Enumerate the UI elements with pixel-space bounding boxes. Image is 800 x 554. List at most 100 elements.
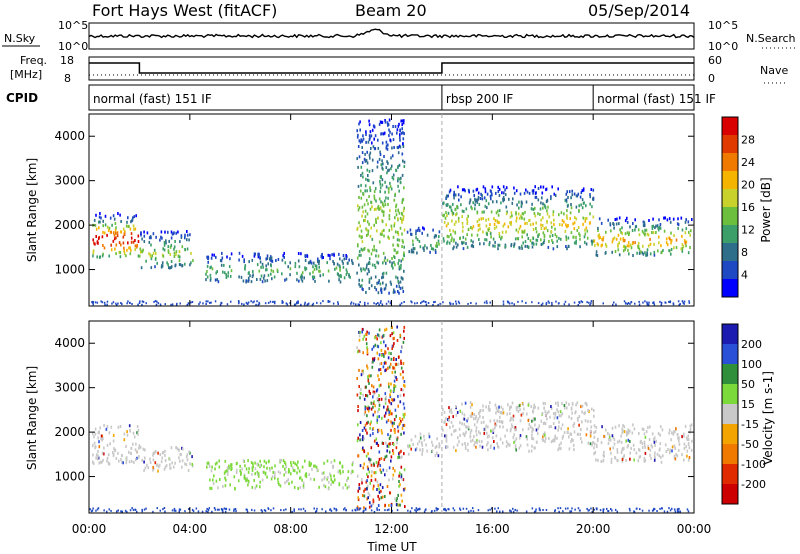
near-range-cell [272, 507, 275, 510]
echo-cell [571, 411, 573, 415]
echo-cell [490, 235, 492, 239]
echo-cell [184, 248, 186, 251]
echo-cell [178, 448, 180, 452]
echo-cell [529, 425, 532, 429]
echo-cell [399, 456, 401, 460]
echo-cell [281, 272, 283, 276]
echo-cell [389, 389, 392, 393]
echo-cell [573, 422, 576, 425]
echo-cell [495, 200, 498, 204]
echo-cell [115, 226, 117, 230]
plot-title: Fort Hays West (fitACF) [92, 1, 277, 20]
echo-cell [455, 405, 457, 408]
echo-cell [186, 230, 188, 233]
near-range-cell [89, 508, 91, 511]
echo-cell [602, 453, 605, 457]
echo-cell [438, 242, 440, 246]
echo-cell [400, 263, 402, 267]
echo-cell [376, 337, 378, 341]
near-range-cell [542, 509, 544, 511]
echo-cell [243, 260, 245, 264]
near-range-cell [420, 302, 422, 305]
echo-cell [508, 443, 511, 447]
echo-cell [182, 447, 184, 451]
y-tick-label: 2000 [54, 425, 85, 439]
near-range-cell [567, 507, 569, 510]
echo-cell [377, 428, 380, 432]
echo-cell [396, 339, 399, 342]
echo-cell [114, 247, 116, 251]
echo-cell [553, 223, 555, 227]
echo-cell [401, 477, 404, 481]
echo-cell [112, 231, 115, 235]
echo-cell [632, 222, 634, 225]
near-range-cell [434, 300, 436, 303]
echo-cell [494, 240, 496, 244]
echo-cell [369, 156, 371, 160]
echo-cell [370, 478, 373, 482]
near-range-cell [377, 302, 379, 304]
echo-cell [112, 433, 115, 437]
echo-cell [681, 234, 683, 238]
echo-cell [487, 425, 489, 429]
echo-cell [526, 412, 528, 416]
echo-cell [630, 246, 633, 250]
echo-cell [184, 262, 186, 266]
echo-cell [579, 432, 581, 436]
echo-cell [399, 181, 402, 184]
echo-cell [132, 442, 134, 446]
near-range-cell [457, 300, 460, 303]
echo-cell [170, 266, 172, 269]
echo-cell [511, 401, 514, 405]
echo-cell [410, 233, 413, 236]
echo-cell [396, 378, 398, 381]
echo-cell [582, 201, 585, 205]
echo-cell [281, 258, 284, 262]
echo-cell [139, 247, 142, 251]
echo-cell [490, 232, 492, 236]
near-range-cell [551, 301, 553, 304]
echo-cell [377, 291, 380, 295]
echo-cell [532, 417, 535, 421]
near-range-cell [472, 510, 475, 513]
echo-cell [491, 436, 494, 440]
echo-cell [134, 448, 137, 452]
echo-cell [360, 373, 363, 377]
echo-cell [217, 486, 219, 490]
echo-cell [360, 183, 362, 187]
echo-cell [108, 431, 111, 435]
echo-cell [218, 459, 220, 463]
echo-cell [476, 441, 478, 445]
echo-cell [683, 442, 686, 446]
echo-cell [117, 451, 119, 455]
echo-cell [267, 273, 270, 277]
echo-cell [377, 281, 380, 285]
echo-cell [532, 237, 535, 241]
echo-cell [397, 151, 400, 155]
echo-cell [630, 446, 632, 450]
echo-cell [287, 470, 290, 474]
echo-cell [597, 243, 599, 247]
echo-cell [398, 281, 400, 285]
echo-cell [97, 456, 100, 460]
near-range-cell [436, 507, 438, 510]
echo-cell [612, 436, 615, 440]
echo-cell [365, 454, 368, 458]
noise-right-tick-bottom: 10^0 [708, 40, 738, 53]
echo-cell [520, 204, 523, 208]
echo-cell [297, 460, 299, 464]
echo-cell [548, 436, 550, 440]
echo-cell [170, 446, 173, 450]
echo-cell [367, 232, 369, 236]
echo-cell [378, 378, 380, 382]
echo-cell [683, 432, 685, 436]
echo-cell [245, 279, 248, 283]
echo-cell [130, 240, 133, 244]
echo-cell [505, 205, 508, 209]
echo-cell [450, 208, 453, 212]
echo-cell [580, 191, 583, 195]
echo-cell [389, 395, 392, 399]
echo-cell [266, 279, 269, 283]
echo-cell [392, 331, 395, 335]
near-range-cell [647, 303, 650, 306]
